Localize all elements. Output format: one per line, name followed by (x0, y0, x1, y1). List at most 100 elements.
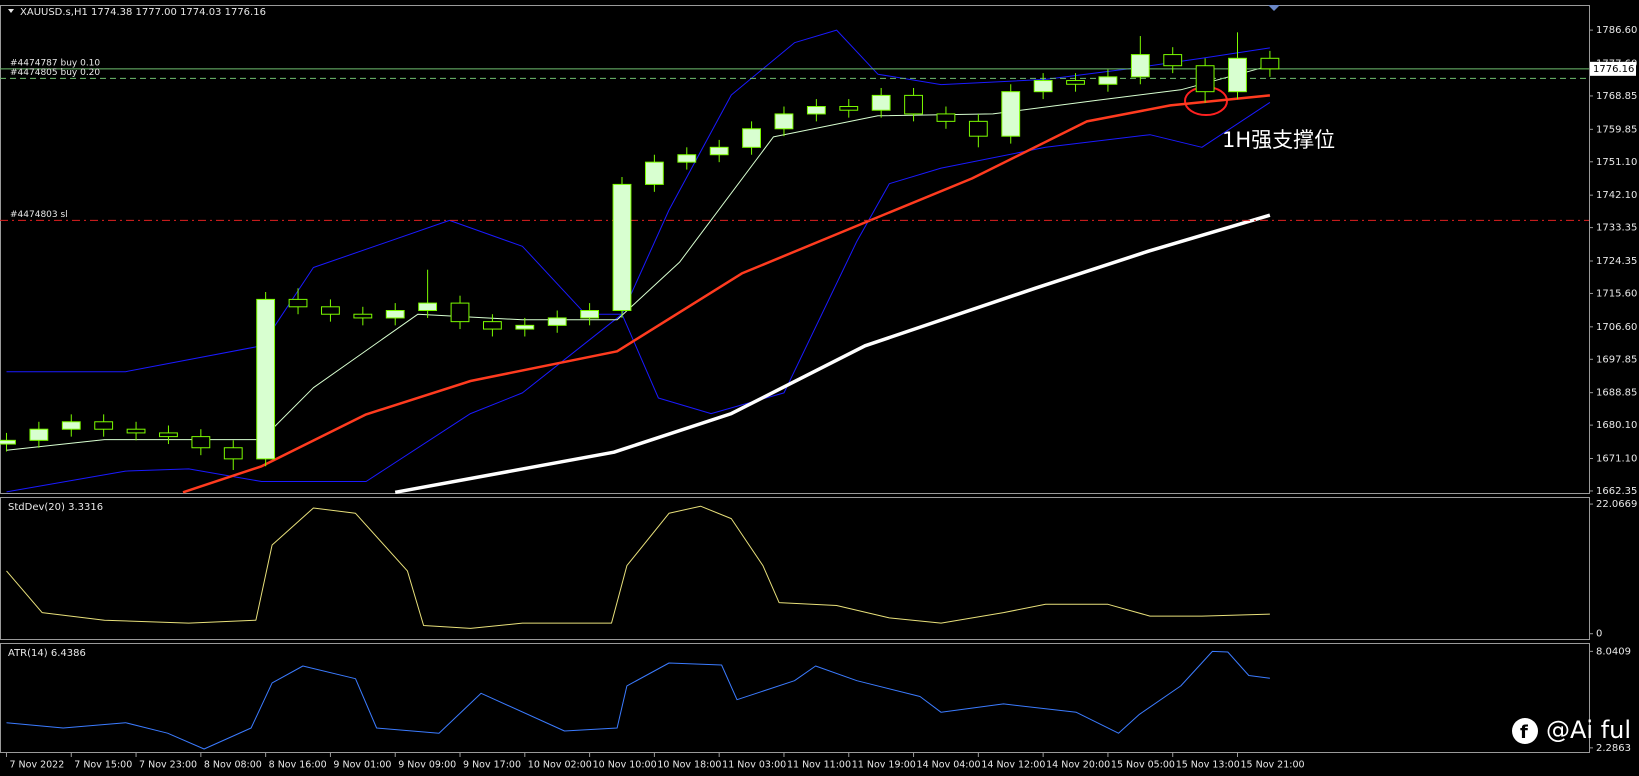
candle-body (418, 302, 438, 312)
y-tick-label: 8.0409 (1596, 646, 1631, 657)
candle-body (385, 310, 405, 319)
candle-body (709, 146, 729, 156)
y-tick-label: 1715.60 (1596, 288, 1637, 299)
candle-body (353, 313, 373, 319)
candle-body (547, 317, 567, 326)
x-tick-label: 11 Nov 19:00 (852, 760, 916, 771)
candle-body (1228, 57, 1247, 93)
candle-body (288, 298, 308, 308)
y-tick-label: 1671.10 (1596, 454, 1637, 465)
x-tick-label: 14 Nov 04:00 (917, 760, 981, 771)
candle-body (677, 154, 697, 163)
y-tick-label: 2.2863 (1596, 743, 1631, 754)
candle-body (968, 120, 988, 137)
indicator-label: StdDev(20) 3.3316 (8, 502, 103, 513)
y-tick-label: 1768.85 (1596, 91, 1637, 102)
candle-body (321, 306, 340, 315)
candle-body (515, 324, 535, 330)
atr-panel-frame (0, 643, 1590, 753)
y-tick-label: 1759.85 (1596, 124, 1637, 135)
candle-body (159, 432, 178, 438)
candle-body (806, 106, 826, 115)
candle-body (1098, 76, 1118, 85)
x-tick-label: 11 Nov 11:00 (787, 760, 851, 771)
candle-body (742, 128, 761, 148)
x-tick-label: 7 Nov 2022 (9, 760, 64, 771)
x-tick-label: 9 Nov 01:00 (333, 760, 391, 771)
candle-body (774, 113, 794, 130)
order-label: #4474803 sl (10, 210, 68, 220)
indicator-label: ATR(14) 6.4386 (8, 648, 86, 659)
x-tick-label: 8 Nov 16:00 (269, 760, 327, 771)
x-tick-label: 10 Nov 18:00 (657, 760, 721, 771)
x-tick-label: 10 Nov 02:00 (528, 760, 592, 771)
y-tick-label: 0 (1596, 629, 1602, 640)
shift-marker (1268, 5, 1280, 11)
annotation: 1H强支撑位 (1222, 128, 1335, 152)
candle-body (612, 183, 632, 312)
chart-header: XAUUSD.s,H1 1774.38 1777.00 1774.03 1776… (20, 7, 266, 18)
price-tag-box (1590, 61, 1636, 76)
candle-body (644, 161, 664, 185)
y-tick-label: 1680.10 (1596, 420, 1637, 431)
candle-body (94, 421, 114, 430)
indicator-line (182, 94, 1271, 494)
x-tick-label: 14 Nov 12:00 (981, 760, 1045, 771)
candle-body (29, 428, 49, 441)
candle-body (223, 447, 243, 460)
y-tick-label: 1742.10 (1596, 190, 1637, 201)
x-tick-label: 7 Nov 23:00 (139, 760, 197, 771)
main-panel-frame (0, 5, 1590, 494)
candle-body (839, 106, 859, 111)
y-tick-label: 1706.60 (1596, 322, 1637, 333)
candle-body (1163, 54, 1183, 67)
y-tick-label: 1786.60 (1596, 25, 1637, 36)
x-tick-label: 15 Nov 13:00 (1176, 760, 1240, 771)
watermark: @Ai ful (1546, 716, 1631, 744)
facebook-glyph: f (1520, 722, 1528, 743)
candle-body (1033, 80, 1053, 93)
x-tick-label: 7 Nov 15:00 (74, 760, 132, 771)
x-tick-label: 10 Nov 10:00 (593, 760, 657, 771)
y-tick-label: 1662.35 (1596, 486, 1637, 497)
x-tick-label: 8 Nov 08:00 (204, 760, 262, 771)
order-label: #4474805 buy 0.20 (10, 68, 100, 78)
candle-body (483, 321, 502, 330)
y-tick-label: 1688.85 (1596, 388, 1637, 399)
y-tick-label: 22.0669 (1596, 499, 1637, 510)
candle-body (1066, 80, 1085, 85)
candle-body (1130, 54, 1150, 78)
x-tick-label: 9 Nov 09:00 (398, 760, 456, 771)
indicator-line (6, 650, 1270, 750)
candle-body (936, 113, 956, 122)
candle-body (256, 298, 276, 460)
price-tag: 1776.16 (1593, 64, 1634, 75)
x-tick-label: 15 Nov 05:00 (1111, 760, 1175, 771)
candle-body (126, 428, 146, 434)
order-label: #4474787 buy 0.10 (10, 58, 100, 68)
candle-body (0, 439, 16, 445)
x-tick-label: 11 Nov 03:00 (722, 760, 786, 771)
indicator-line (394, 213, 1271, 495)
candle-body (191, 436, 211, 449)
y-tick-label: 1733.35 (1596, 223, 1637, 234)
candle-body (450, 302, 470, 323)
indicator-line (6, 505, 1270, 629)
candle-body (61, 421, 81, 430)
candle-body (580, 310, 600, 319)
indicator-line (6, 29, 1270, 373)
candle-body (904, 94, 923, 115)
x-tick-label: 9 Nov 17:00 (463, 760, 521, 771)
candle-body (871, 94, 891, 111)
y-tick-label: 1751.10 (1596, 157, 1637, 168)
x-tick-label: 14 Nov 20:00 (1046, 760, 1110, 771)
symbol-menu-icon[interactable] (8, 9, 14, 13)
y-tick-label: 1697.85 (1596, 354, 1637, 365)
candle-body (1001, 91, 1021, 137)
y-tick-label: 1724.35 (1596, 256, 1637, 267)
candle-body (1260, 57, 1280, 70)
x-tick-label: 15 Nov 21:00 (1241, 760, 1305, 771)
facebook-icon (1512, 718, 1538, 744)
